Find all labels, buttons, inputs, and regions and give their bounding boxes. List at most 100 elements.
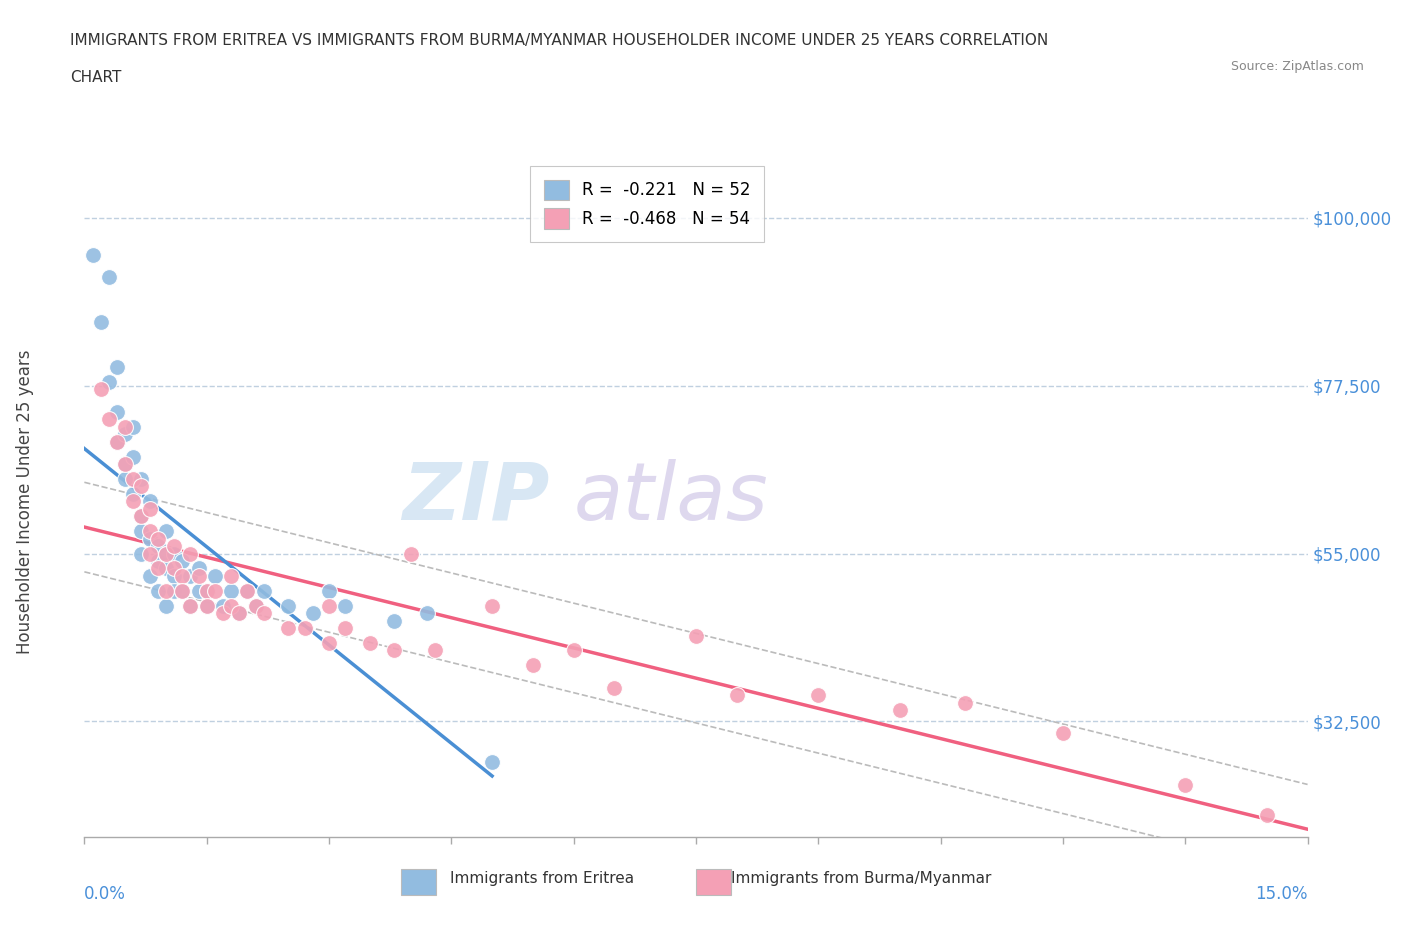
- Point: [105, 360, 128, 375]
- Point: [90, 314, 112, 329]
- Point: [318, 583, 340, 598]
- Point: [187, 561, 209, 576]
- Point: [146, 561, 169, 576]
- Point: [172, 553, 194, 568]
- Point: [195, 598, 218, 613]
- Legend: R =  -0.221   N = 52, R =  -0.468   N = 54: R = -0.221 N = 52, R = -0.468 N = 54: [530, 166, 763, 242]
- Point: [155, 561, 177, 576]
- Point: [155, 583, 177, 598]
- Point: [131, 546, 153, 561]
- Point: [187, 583, 209, 598]
- Point: [228, 605, 250, 620]
- Point: [562, 643, 585, 658]
- Point: [236, 583, 259, 598]
- Point: [1052, 725, 1074, 740]
- Point: [219, 598, 242, 613]
- Point: [179, 546, 201, 561]
- Text: 15.0%: 15.0%: [1256, 884, 1308, 902]
- Text: ZIP: ZIP: [402, 458, 550, 537]
- Text: Source: ZipAtlas.com: Source: ZipAtlas.com: [1230, 60, 1364, 73]
- Text: Householder Income Under 25 years: Householder Income Under 25 years: [17, 350, 34, 655]
- Point: [114, 419, 136, 434]
- Point: [122, 419, 145, 434]
- Point: [105, 434, 128, 449]
- Point: [90, 382, 112, 397]
- Point: [163, 546, 186, 561]
- Point: [138, 568, 160, 583]
- Point: [212, 605, 235, 620]
- Point: [146, 553, 169, 568]
- Text: IMMIGRANTS FROM ERITREA VS IMMIGRANTS FROM BURMA/MYANMAR HOUSEHOLDER INCOME UNDE: IMMIGRANTS FROM ERITREA VS IMMIGRANTS FR…: [70, 33, 1049, 47]
- Point: [163, 538, 186, 553]
- Point: [187, 568, 209, 583]
- Point: [155, 598, 177, 613]
- Point: [359, 635, 381, 650]
- Point: [236, 583, 259, 598]
- Point: [522, 658, 544, 672]
- Point: [294, 620, 316, 635]
- Point: [122, 486, 145, 501]
- Point: [195, 583, 218, 598]
- Point: [277, 598, 299, 613]
- Point: [146, 531, 169, 546]
- Point: [245, 598, 267, 613]
- Text: CHART: CHART: [70, 70, 122, 85]
- Point: [245, 598, 267, 613]
- Point: [131, 509, 153, 524]
- Point: [318, 598, 340, 613]
- Point: [163, 583, 186, 598]
- Point: [172, 583, 194, 598]
- Point: [603, 681, 626, 696]
- Point: [399, 546, 422, 561]
- Point: [219, 568, 242, 583]
- Point: [953, 696, 976, 711]
- Point: [122, 449, 145, 464]
- Text: 0.0%: 0.0%: [84, 884, 127, 902]
- Point: [163, 568, 186, 583]
- Point: [138, 494, 160, 509]
- Text: atlas: atlas: [574, 458, 769, 537]
- Point: [155, 546, 177, 561]
- Point: [277, 620, 299, 635]
- Point: [219, 583, 242, 598]
- Point: [131, 479, 153, 494]
- Point: [172, 583, 194, 598]
- Point: [131, 472, 153, 486]
- Point: [114, 472, 136, 486]
- Point: [382, 643, 405, 658]
- Point: [807, 688, 830, 703]
- Point: [1256, 807, 1278, 822]
- Point: [382, 613, 405, 628]
- Point: [318, 635, 340, 650]
- Point: [179, 598, 201, 613]
- Text: Immigrants from Eritrea: Immigrants from Eritrea: [450, 871, 634, 886]
- Point: [138, 501, 160, 516]
- Point: [179, 568, 201, 583]
- Point: [725, 688, 748, 703]
- Point: [228, 605, 250, 620]
- Point: [155, 546, 177, 561]
- Point: [163, 561, 186, 576]
- Point: [172, 568, 194, 583]
- Point: [131, 509, 153, 524]
- Point: [131, 524, 153, 538]
- Point: [335, 598, 357, 613]
- Point: [138, 524, 160, 538]
- Point: [114, 457, 136, 472]
- Point: [889, 703, 911, 718]
- Point: [212, 598, 235, 613]
- Point: [82, 247, 104, 262]
- Point: [685, 628, 707, 643]
- Point: [481, 598, 503, 613]
- Point: [301, 605, 323, 620]
- Point: [155, 524, 177, 538]
- Point: [122, 472, 145, 486]
- Point: [97, 375, 120, 390]
- Point: [97, 270, 120, 285]
- Point: [195, 598, 218, 613]
- Point: [204, 583, 226, 598]
- Point: [114, 427, 136, 442]
- Point: [122, 494, 145, 509]
- Point: [146, 538, 169, 553]
- Point: [195, 583, 218, 598]
